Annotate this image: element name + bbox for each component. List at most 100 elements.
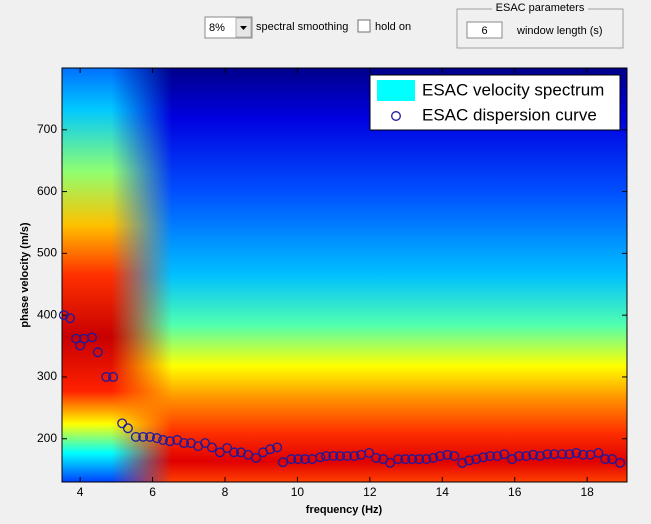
dispersion-point (272, 442, 283, 453)
dispersion-point (58, 310, 69, 321)
dispersion-point (122, 423, 133, 434)
dispersion-point (600, 454, 611, 465)
dispersion-point (557, 449, 568, 460)
dispersion-point (578, 449, 589, 460)
dispersion-point (92, 347, 103, 358)
dispersion-point (607, 454, 618, 465)
window-length-value: 6 (481, 25, 487, 37)
dispersion-point (101, 372, 112, 382)
dispersion-point (371, 452, 381, 463)
dispersion-point (214, 447, 225, 458)
dispersion-point (478, 452, 489, 463)
dispersion-point (407, 454, 418, 465)
dispersion-point (277, 457, 288, 468)
dispersion-point (158, 435, 168, 445)
dispersion-point (321, 451, 331, 461)
dropdown-arrow (240, 26, 247, 30)
dispersion-point (442, 449, 453, 460)
window-length-label: window length (s) (516, 25, 603, 37)
y-tick-label: 200 (37, 431, 57, 445)
dispersion-point (65, 313, 75, 324)
legend-label: ESAC dispersion curve (422, 105, 597, 124)
dispersion-point (615, 457, 626, 468)
dispersion-point (335, 451, 346, 461)
x-tick-label: 12 (363, 485, 377, 499)
dispersion-point (117, 418, 128, 429)
dispersion-point (542, 449, 553, 460)
dispersion-point (87, 332, 98, 343)
x-tick-label: 14 (436, 485, 450, 499)
x-tick-label: 8 (222, 485, 229, 499)
window-length-input[interactable] (466, 21, 503, 39)
dispersion-point (485, 451, 496, 461)
dispersion-point (151, 433, 162, 444)
dispersion-point (535, 451, 546, 461)
y-tick-label: 500 (37, 246, 57, 260)
dispersion-point (286, 454, 297, 465)
dispersion-point (449, 451, 460, 461)
dispersion-point (251, 452, 262, 463)
dispersion-point (145, 431, 155, 442)
dispersion-point (200, 438, 211, 449)
hold-checkbox[interactable] (357, 19, 371, 33)
y-tick-label: 400 (37, 307, 57, 321)
legend-swatch (377, 80, 415, 101)
dispersion-point (328, 451, 339, 461)
dispersion-point (229, 447, 239, 458)
dispersion-point (364, 448, 375, 458)
dispersion-point (342, 451, 352, 461)
dispersion-point (222, 443, 233, 453)
y-tick-label: 300 (37, 369, 57, 383)
dispersion-point (564, 449, 575, 460)
dispersion-point (349, 451, 360, 461)
dispersion-point (108, 372, 119, 382)
velocity-spectrum-lowfreq (62, 68, 172, 482)
dispersion-point (521, 451, 532, 461)
dispersion-point (499, 449, 510, 460)
legend-label: ESAC velocity spectrum (422, 80, 604, 99)
dispersion-point (385, 457, 396, 468)
dispersion-point (428, 452, 439, 463)
dispersion-point (265, 444, 276, 455)
group-title: ESAC parameters (496, 2, 585, 14)
smoothing-label: spectral smoothing (256, 21, 348, 33)
dispersion-point (414, 454, 425, 465)
dispersion-point (300, 454, 310, 465)
legend-marker (391, 111, 401, 121)
y-tick-label: 700 (37, 122, 57, 136)
dispersion-point (471, 454, 482, 465)
x-tick-label: 10 (291, 485, 305, 499)
dispersion-point (179, 438, 190, 449)
hold-label: hold on (375, 21, 411, 33)
dispersion-point (164, 436, 175, 447)
dispersion-point (400, 454, 411, 465)
dispersion-point (206, 442, 217, 453)
dispersion-point (514, 451, 525, 461)
dispersion-point (293, 454, 304, 465)
dispersion-point (593, 448, 604, 458)
dispersion-point (235, 447, 246, 458)
dispersion-point (138, 431, 149, 442)
smoothing-value: 8% (209, 22, 225, 34)
dispersion-point (435, 451, 446, 461)
dispersion-point (457, 457, 468, 468)
x-tick-label: 18 (580, 485, 594, 499)
y-axis-label: phase velocity (m/s) (19, 222, 31, 327)
x-tick-label: 6 (149, 485, 156, 499)
dispersion-point (130, 431, 141, 442)
axes-frame (61, 67, 628, 483)
x-tick-label: 4 (77, 485, 84, 499)
x-tick-label: 16 (508, 485, 522, 499)
x-axis-label: frequency (Hz) (306, 504, 383, 516)
dispersion-point (421, 454, 432, 465)
dispersion-point (492, 451, 503, 461)
dispersion-point (315, 452, 326, 463)
dispersion-point (571, 448, 582, 458)
dispersion-point (464, 455, 475, 466)
dispersion-point (528, 449, 539, 460)
group-title-bg (492, 2, 588, 14)
y-tick-label: 600 (37, 184, 57, 198)
dispersion-point (393, 454, 404, 465)
